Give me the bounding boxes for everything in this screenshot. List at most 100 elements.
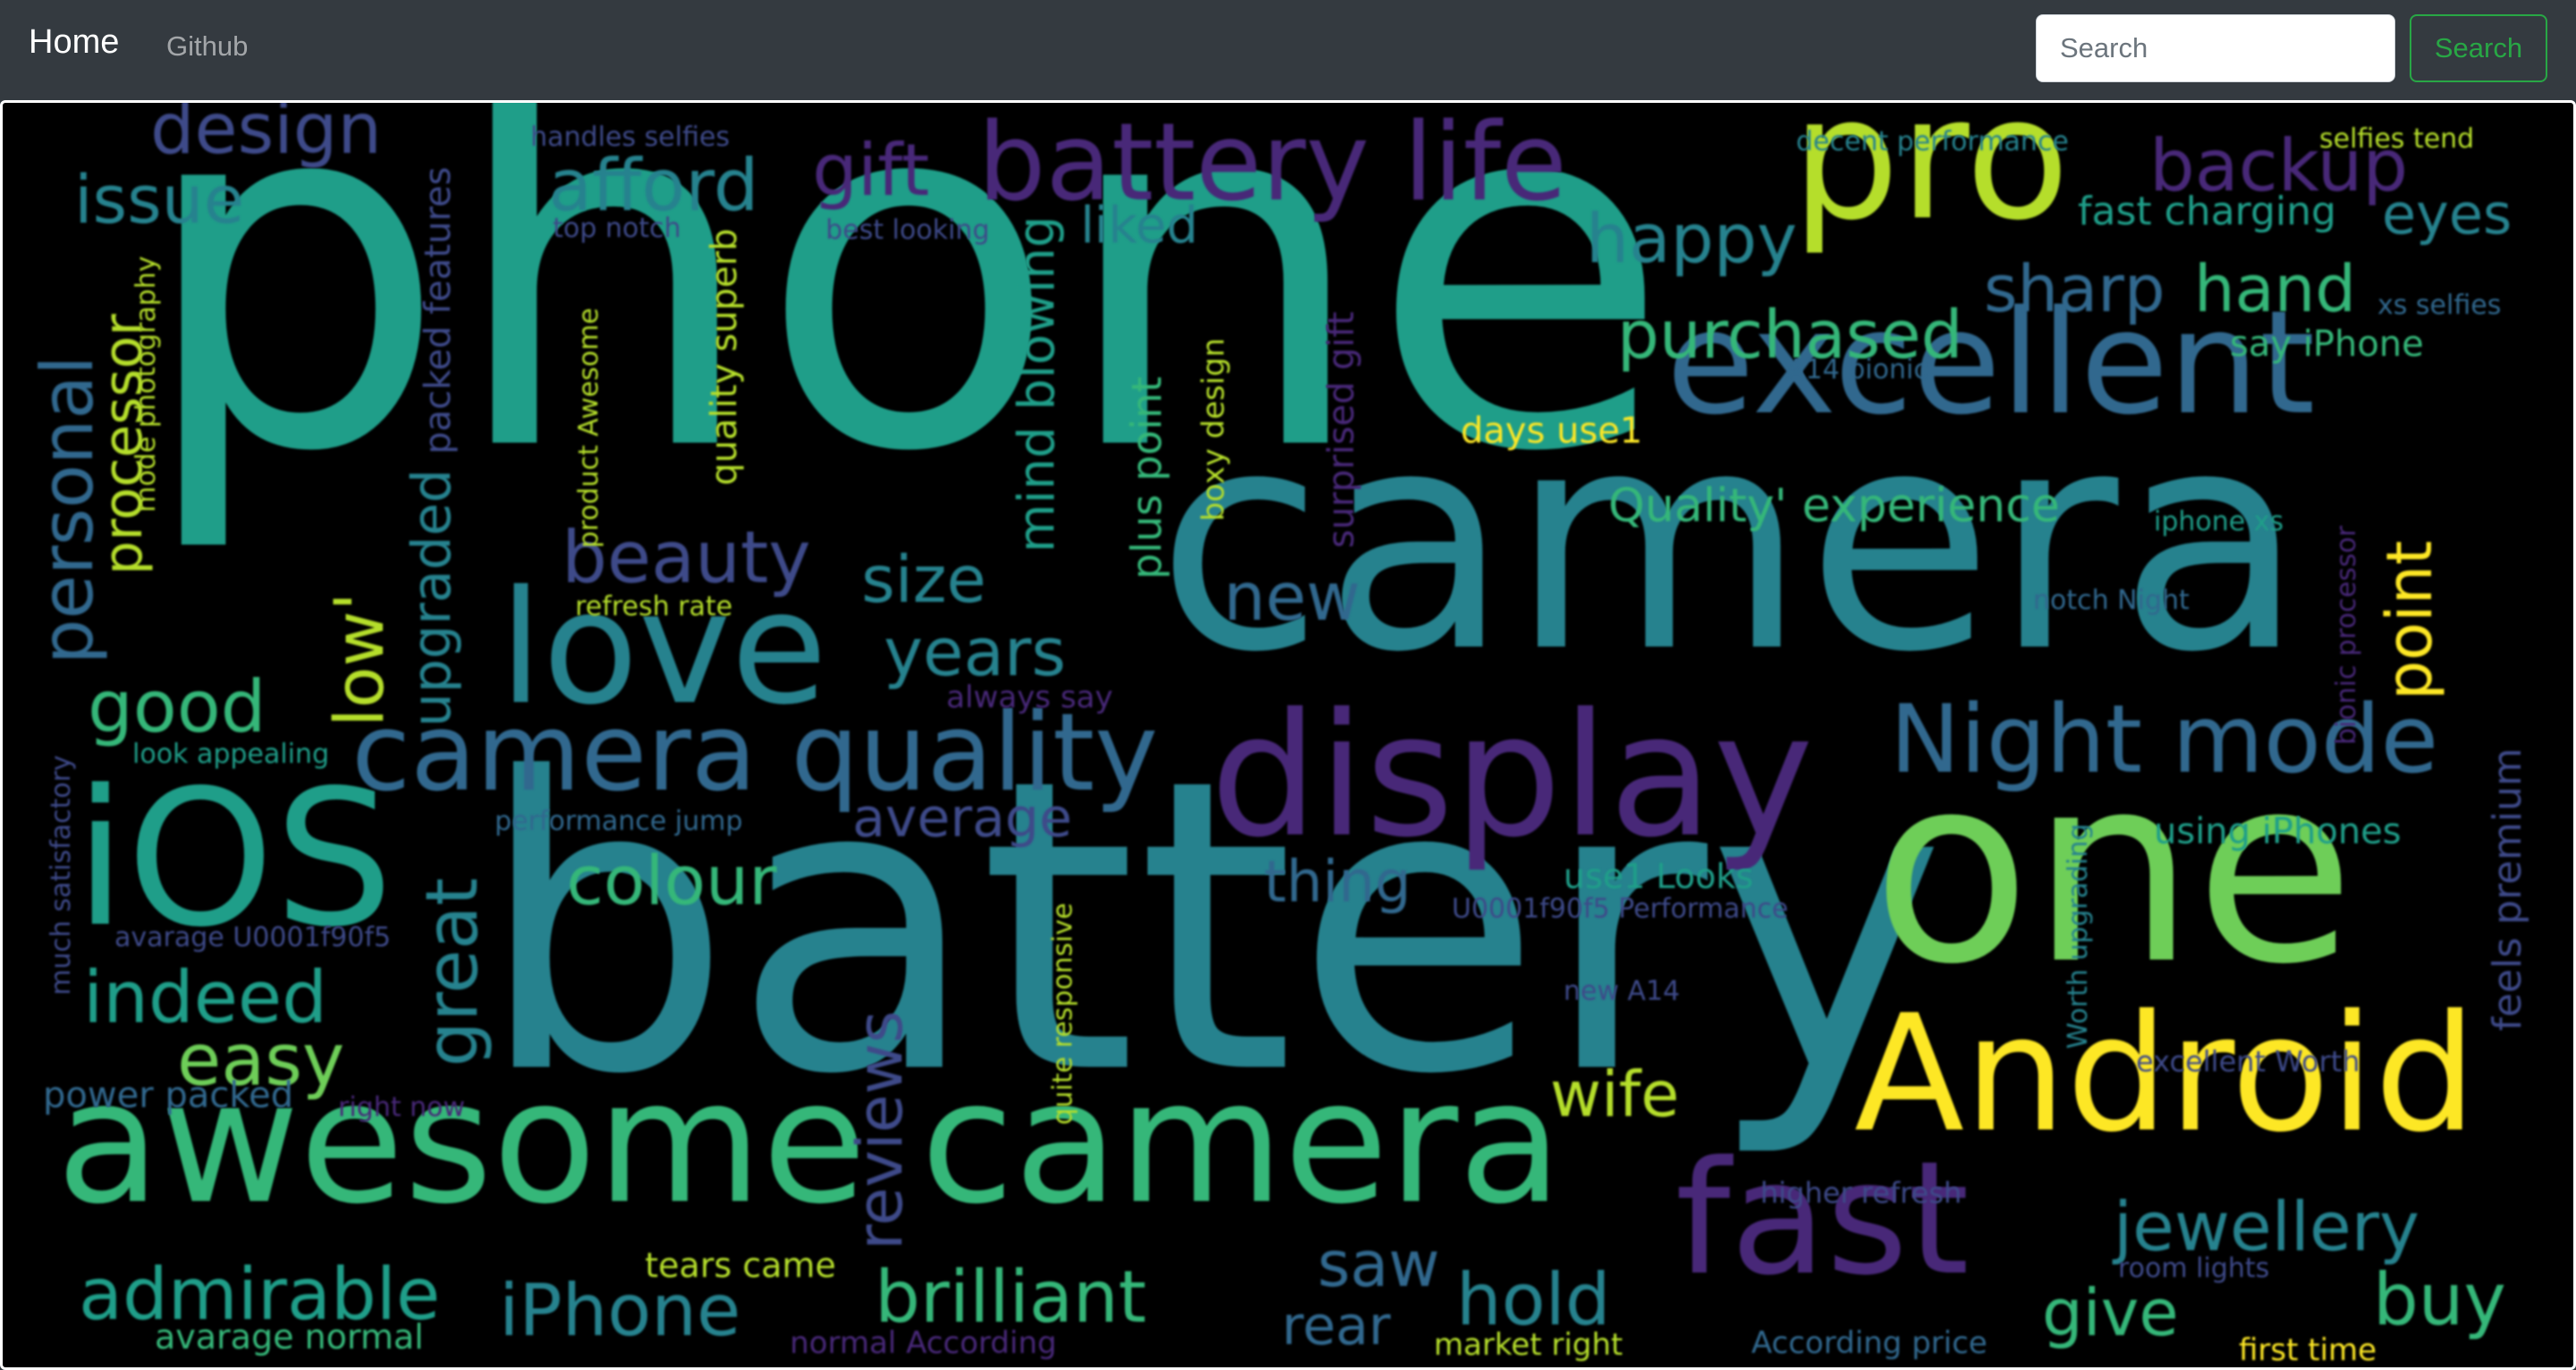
cloud-word: room lights: [2118, 1253, 2269, 1284]
cloud-word: U0001f90f5 Performance: [1452, 893, 1788, 925]
cloud-word: brilliant: [875, 1256, 1147, 1339]
cloud-word: boxy design: [1196, 338, 1232, 521]
cloud-word: excellent Worth: [2136, 1044, 2360, 1078]
cloud-word: give: [2042, 1275, 2179, 1350]
cloud-word: sharp: [1984, 251, 2165, 326]
cloud-word: battery life: [978, 103, 1567, 225]
cloud-word: issue: [74, 162, 244, 239]
cloud-word: always say: [946, 680, 1113, 715]
cloud-word: much satisfactory: [46, 755, 77, 995]
cloud-word: excellent: [1666, 279, 2315, 446]
cloud-word: admirable: [79, 1253, 440, 1336]
github-link[interactable]: Github: [166, 30, 249, 62]
cloud-word: pro: [1792, 103, 2070, 258]
cloud-word: eyes: [2382, 182, 2512, 247]
cloud-word: point: [2373, 540, 2446, 700]
cloud-word: design: [150, 103, 382, 170]
cloud-word: avarage U0001f90f5: [114, 922, 391, 953]
cloud-word: great: [411, 877, 494, 1067]
cloud-word: backup: [2149, 124, 2408, 207]
cloud-word: indeed: [83, 956, 327, 1039]
cloud-word: camera: [1157, 365, 2305, 719]
cloud-word: upgraded: [401, 469, 463, 727]
cloud-word: fast charging: [2078, 189, 2336, 234]
cloud-word: quite responsive: [1047, 903, 1079, 1126]
cloud-word: quality superb: [704, 228, 745, 486]
cloud-word: mind blowing: [1008, 216, 1066, 553]
cloud-word: awesome camera: [56, 1044, 1563, 1241]
cloud-word: Worth upgrading: [2063, 824, 2094, 1049]
cloud-word: using iPhones: [2154, 811, 2402, 852]
cloud-word: easy: [177, 1019, 344, 1102]
cloud-word: new: [1224, 559, 1360, 636]
cloud-word: size: [861, 542, 987, 617]
cloud-word: iOS: [74, 749, 394, 968]
cloud-word: reviews: [843, 1011, 917, 1250]
cloud-word: thing: [1264, 850, 1411, 916]
cloud-word: use1 Looks: [1563, 857, 1753, 896]
cloud-word: low': [319, 592, 399, 727]
cloud-word: camera quality: [352, 691, 1158, 816]
cloud-word: average: [852, 787, 1072, 850]
cloud-word: plus point: [1123, 376, 1171, 579]
cloud-word: top notch: [553, 213, 681, 244]
cloud-word: liked: [1080, 197, 1199, 255]
cloud-word: days use1: [1461, 410, 1642, 452]
cloud-word: display: [1210, 677, 1814, 875]
cloud-word: decent performance: [1796, 126, 2069, 157]
cloud-word: colour: [566, 841, 777, 920]
search-button[interactable]: Search: [2410, 14, 2547, 82]
cloud-word: Night mode: [1890, 685, 2438, 794]
cloud-word: buy: [2373, 1258, 2506, 1341]
cloud-word: handles selfies: [530, 122, 730, 153]
cloud-word: jewellery: [2112, 1187, 2419, 1266]
cloud-word: tears came: [645, 1246, 836, 1285]
cloud-word: best looking: [826, 215, 989, 246]
cloud-word: mode photography: [131, 256, 162, 512]
cloud-word: bionic processor: [2331, 525, 2362, 745]
cloud-word: iphone xs: [2154, 506, 2284, 537]
cloud-word: hold: [1456, 1258, 1611, 1341]
cloud-word: saw: [1318, 1228, 1440, 1301]
cloud-word: A14 bionic: [1787, 354, 1928, 385]
cloud-word: say iPhone: [2230, 324, 2424, 365]
cloud-word: love: [499, 558, 827, 740]
cloud-word: purchased: [1617, 297, 1963, 374]
cloud-word: normal According: [790, 1325, 1056, 1361]
cloud-word: happy: [1586, 199, 1797, 278]
cloud-word: personal: [26, 356, 109, 664]
search-input[interactable]: [2036, 14, 2395, 82]
cloud-word: higher refresh: [1760, 1176, 1962, 1210]
cloud-word: beauty: [562, 516, 810, 599]
cloud-word: good: [88, 665, 266, 748]
cloud-word: refresh rate: [575, 591, 733, 622]
cloud-word: fast: [1675, 1129, 1970, 1310]
cloud-word: notch Night: [2033, 585, 2190, 616]
cloud-word: phone: [137, 103, 1671, 559]
cloud-word: wife: [1550, 1058, 1679, 1131]
cloud-word: processor: [92, 314, 155, 575]
cloud-word: market right: [1434, 1327, 1623, 1363]
word-cloud-panel: phone battery camera one awesome camera displ…: [0, 100, 2576, 1370]
cloud-word: product Awesome: [573, 308, 605, 548]
home-link[interactable]: Home: [29, 23, 120, 61]
cloud-word: one: [1872, 720, 2355, 1021]
cloud-word: avarage normal: [155, 1317, 424, 1357]
cloud-word: According price: [1751, 1325, 1987, 1361]
cloud-word: look appealing: [132, 739, 329, 770]
cloud-word: power packed: [43, 1075, 293, 1116]
cloud-word: hand: [2194, 251, 2356, 326]
cloud-word: new A14: [1563, 976, 1680, 1007]
cloud-word: rear: [1282, 1295, 1391, 1357]
cloud-word: Quality' experience: [1608, 479, 2060, 533]
cloud-word: battery: [477, 694, 1945, 1163]
cloud-word: right now: [338, 1092, 465, 1123]
cloud-word: Android: [1854, 981, 2477, 1168]
cloud-word: first time: [2239, 1332, 2377, 1368]
navbar: Home Github Search: [0, 0, 2576, 98]
cloud-word: xs selfies: [2377, 290, 2501, 321]
cloud-word: performance jump: [495, 806, 742, 837]
cloud-word: gift: [812, 129, 929, 212]
cloud-word: surprised gift: [1321, 311, 1362, 548]
